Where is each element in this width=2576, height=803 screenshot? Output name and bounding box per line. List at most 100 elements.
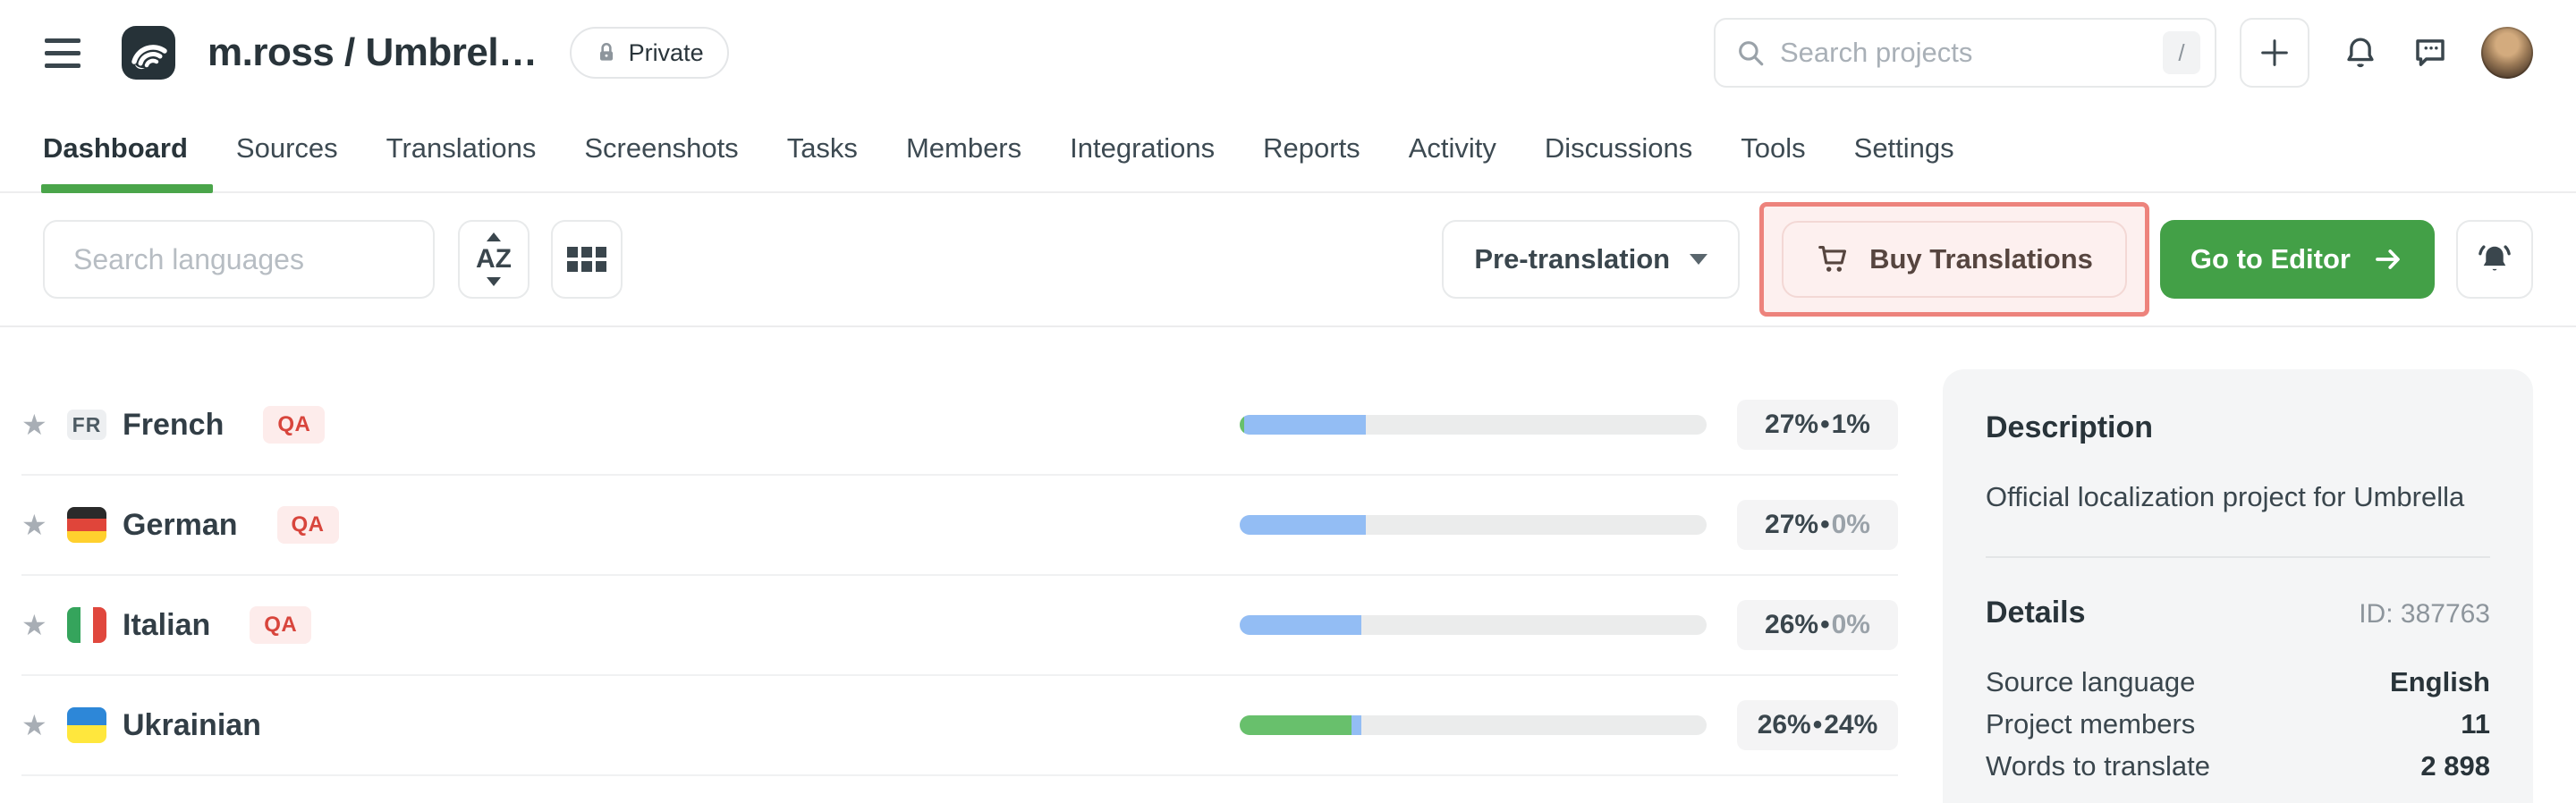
chevron-down-icon	[1690, 254, 1708, 265]
qa-issues-badge[interactable]: QA	[263, 406, 326, 444]
approved-progress-segment	[1240, 715, 1352, 735]
tab-integrations[interactable]: Integrations	[1070, 132, 1216, 164]
tab-reports[interactable]: Reports	[1263, 132, 1360, 164]
language-row-italian[interactable]: ★ Italian QA 26% • 0%	[21, 576, 1898, 676]
favorite-star-icon[interactable]: ★	[21, 409, 47, 441]
language-name: Italian	[123, 607, 211, 642]
progress-percent-badge: 27% • 0%	[1737, 500, 1898, 550]
details-rows: Source language English Project members 11 W…	[1986, 661, 2490, 787]
favorite-star-icon[interactable]: ★	[21, 609, 47, 641]
tab-sources[interactable]: Sources	[235, 132, 338, 164]
favorite-star-icon[interactable]: ★	[21, 709, 47, 741]
project-id: ID: 387763	[2359, 599, 2490, 630]
search-projects-box: /	[1714, 18, 2216, 88]
translated-progress-segment	[1352, 715, 1361, 735]
details-value: English	[2390, 666, 2490, 698]
description-title: Description	[1986, 410, 2154, 444]
grid-view-button[interactable]	[551, 220, 623, 299]
arrow-right-icon	[2376, 249, 2400, 269]
go-to-editor-button[interactable]: Go to Editor	[2159, 220, 2435, 299]
qa-issues-badge[interactable]: QA	[250, 606, 312, 644]
language-name: French	[123, 407, 225, 442]
tab-bar: Dashboard Sources Translations Screenshots T…	[0, 106, 2576, 193]
announcements-button[interactable]	[2456, 220, 2533, 299]
translation-progress-bar	[1240, 415, 1707, 435]
tab-members[interactable]: Members	[905, 132, 1022, 164]
progress-percent-badge: 26% • 0%	[1737, 600, 1898, 650]
translated-progress-segment	[1244, 415, 1366, 435]
details-label: Project members	[1986, 708, 2196, 740]
qa-issues-badge[interactable]: QA	[276, 506, 339, 544]
translated-progress-segment	[1240, 515, 1366, 535]
translation-progress-bar	[1240, 515, 1707, 535]
grid-icon	[567, 247, 606, 272]
tab-dashboard[interactable]: Dashboard	[41, 106, 213, 193]
pre-translation-dropdown[interactable]: Pre-translation	[1442, 220, 1741, 299]
notifications-button[interactable]	[2342, 34, 2379, 72]
tab-settings[interactable]: Settings	[1853, 132, 1954, 164]
search-projects-input[interactable]	[1778, 36, 2147, 70]
ringing-bell-icon	[2479, 245, 2511, 271]
create-project-button[interactable]	[2240, 18, 2309, 88]
details-row-source-language: Source language English	[1986, 661, 2490, 703]
tab-discussions[interactable]: Discussions	[1544, 132, 1693, 164]
language-list: ★ FR French QA 27% • 1% ★ German QA 27% • 0% ★ Italian…	[21, 376, 1898, 776]
de-flag-icon	[67, 507, 106, 543]
bell-icon	[2347, 38, 2374, 68]
details-title: Details	[1986, 596, 2086, 630]
search-shortcut-badge: /	[2163, 31, 2200, 74]
language-row-german[interactable]: ★ German QA 27% • 0%	[21, 476, 1898, 576]
private-badge-label: Private	[628, 38, 704, 66]
project-title: m.ross / Umbrel…	[208, 30, 538, 74]
tab-translations[interactable]: Translations	[386, 132, 537, 164]
user-avatar[interactable]	[2481, 27, 2533, 79]
buy-translations-button[interactable]: Buy Translations	[1782, 221, 2127, 298]
buy-translations-label: Buy Translations	[1869, 243, 2093, 275]
language-name: Ukrainian	[123, 707, 261, 742]
details-row-project-members: Project members 11	[1986, 703, 2490, 745]
ua-flag-icon	[67, 707, 106, 743]
it-flag-icon	[67, 607, 106, 643]
details-row-words-to-translate: Words to translate 2 898	[1986, 745, 2490, 787]
description-text: Official localization project for Umbrel…	[1986, 481, 2465, 512]
language-code-badge: FR	[67, 410, 106, 440]
pre-translation-label: Pre-translation	[1474, 243, 1671, 275]
sidebar-divider	[1986, 556, 2490, 559]
progress-percent-badge: 26% • 24%	[1737, 700, 1898, 750]
tab-tasks[interactable]: Tasks	[786, 132, 858, 164]
crowdin-logo[interactable]	[122, 26, 175, 80]
favorite-star-icon[interactable]: ★	[21, 509, 47, 541]
go-to-editor-label: Go to Editor	[2190, 243, 2351, 275]
tab-screenshots[interactable]: Screenshots	[584, 132, 739, 164]
approved-progress-segment	[1240, 415, 1245, 435]
cart-icon	[1818, 245, 1847, 272]
plus-icon	[2261, 39, 2288, 66]
chat-icon	[2416, 39, 2445, 66]
annotation-highlight-box: Buy Translations	[1759, 202, 2149, 317]
translated-progress-segment	[1240, 615, 1361, 635]
translation-progress-bar	[1240, 715, 1707, 735]
details-label: Words to translate	[1986, 750, 2210, 782]
tab-activity[interactable]: Activity	[1408, 132, 1496, 164]
details-value: 2 898	[2420, 750, 2490, 782]
top-bar: m.ross / Umbrel… Private /	[0, 0, 2576, 106]
search-languages-box	[43, 220, 435, 299]
project-info-panel: Description Official localization projec…	[1943, 369, 2533, 803]
progress-percent-badge: 27% • 1%	[1737, 400, 1898, 450]
dashboard-toolbar: AZ Pre-translation Buy Translations Go t…	[0, 193, 2576, 327]
details-value: 11	[2461, 708, 2490, 740]
translation-progress-bar	[1240, 615, 1707, 635]
hamburger-menu-icon[interactable]	[43, 33, 82, 73]
language-row-french[interactable]: ★ FR French QA 27% • 1%	[21, 376, 1898, 476]
messages-button[interactable]	[2411, 34, 2449, 72]
search-languages-input[interactable]	[72, 241, 406, 277]
tab-tools[interactable]: Tools	[1741, 132, 1806, 164]
language-name: German	[123, 507, 238, 542]
lock-icon	[599, 42, 613, 61]
language-row-ukrainian[interactable]: ★ Ukrainian 26% • 24%	[21, 676, 1898, 776]
dashboard-main: ★ FR French QA 27% • 1% ★ German QA 27% • 0% ★ Italian…	[0, 327, 2576, 803]
details-label: Source language	[1986, 666, 2196, 698]
private-badge: Private	[569, 27, 729, 79]
